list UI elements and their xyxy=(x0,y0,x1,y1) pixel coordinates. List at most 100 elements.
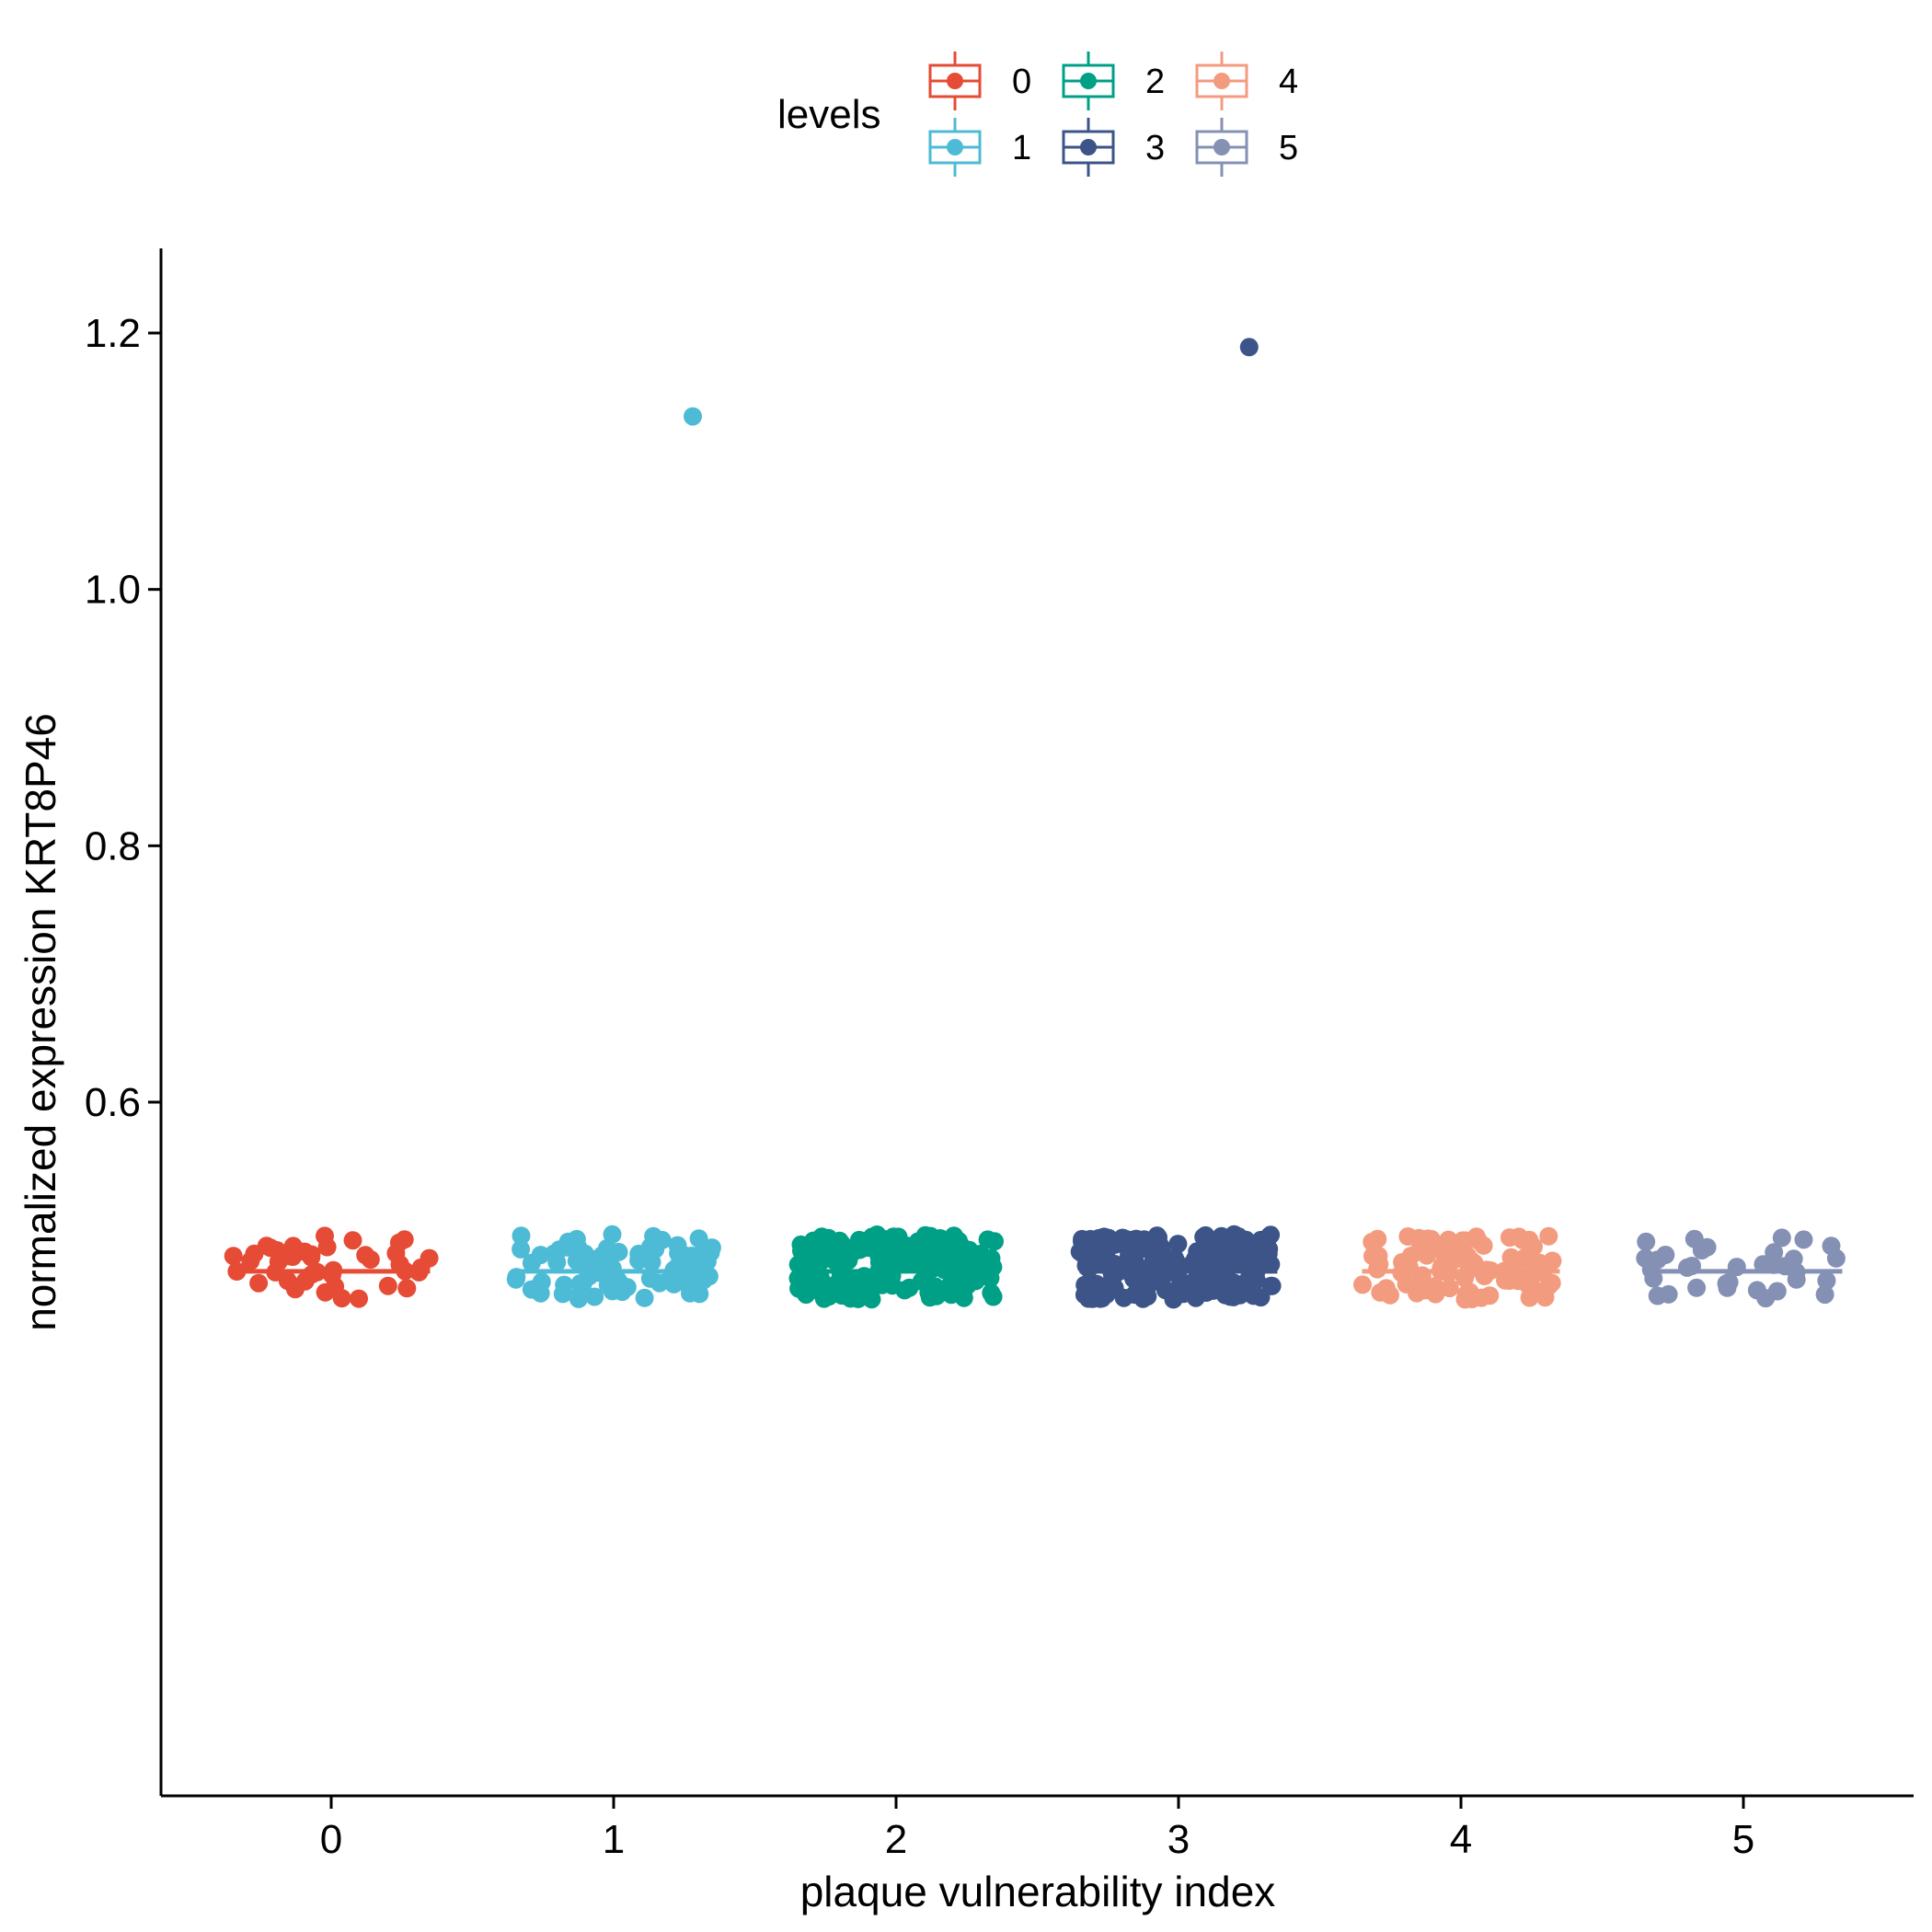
data-point-level-3 xyxy=(1087,1250,1106,1270)
data-point-level-4 xyxy=(1456,1288,1476,1307)
data-point-level-1 xyxy=(522,1253,541,1272)
data-point-level-2 xyxy=(848,1289,868,1308)
data-point-level-3 xyxy=(1165,1249,1184,1269)
legend-dot xyxy=(1080,73,1097,89)
legend-item-level-2: 2 xyxy=(1062,52,1165,110)
legend-item-level-4: 4 xyxy=(1195,52,1298,110)
data-point-level-5 xyxy=(1817,1271,1836,1290)
legend-label: 3 xyxy=(1145,129,1165,167)
data-point-level-3 xyxy=(1168,1235,1188,1254)
legend-item-level-1: 1 xyxy=(928,118,1031,177)
data-point-level-5 xyxy=(1822,1236,1841,1256)
data-point-level-0 xyxy=(395,1230,414,1249)
legend: levels 0 1 2 3 4 5 xyxy=(777,52,1298,177)
data-point-level-4 xyxy=(1368,1229,1387,1248)
data-point-level-1 xyxy=(569,1286,589,1305)
data-point-level-2 xyxy=(951,1246,971,1265)
data-point-level-5 xyxy=(1787,1270,1806,1289)
data-point-level-2 xyxy=(833,1244,852,1263)
data-point-level-3 xyxy=(1077,1282,1097,1302)
data-point-level-4 xyxy=(1376,1279,1396,1298)
data-point-level-0 xyxy=(249,1273,269,1293)
data-point-level-1 xyxy=(643,1239,662,1259)
outlier-point-level-1 xyxy=(684,407,702,426)
data-point-level-4 xyxy=(1524,1280,1543,1299)
data-point-level-1 xyxy=(694,1242,712,1261)
data-point-level-3 xyxy=(1256,1244,1275,1263)
data-point-level-1 xyxy=(597,1238,616,1258)
data-point-level-0 xyxy=(224,1247,243,1266)
data-point-level-3 xyxy=(1225,1241,1244,1260)
data-point-level-5 xyxy=(1678,1258,1696,1277)
data-point-level-1 xyxy=(603,1282,622,1301)
x-tick-label: 0 xyxy=(320,1817,342,1862)
data-point-level-2 xyxy=(792,1241,811,1260)
data-point-level-3 xyxy=(1156,1281,1175,1300)
axes: 0.6 0.8 1.0 1.2 0 1 2 3 4 5 xyxy=(85,248,1914,1862)
data-point-level-0 xyxy=(350,1289,368,1308)
data-point-level-4 xyxy=(1398,1227,1418,1246)
data-point-level-0 xyxy=(302,1265,321,1284)
data-point-level-5 xyxy=(1718,1278,1737,1297)
data-point-level-2 xyxy=(814,1238,834,1258)
data-point-level-0 xyxy=(343,1231,362,1250)
data-point-level-1 xyxy=(675,1269,694,1288)
data-point-level-3 xyxy=(1130,1279,1149,1298)
data-point-level-1 xyxy=(629,1251,649,1270)
data-point-level-4 xyxy=(1370,1255,1389,1274)
data-point-level-2 xyxy=(789,1279,809,1298)
data-point-level-3 xyxy=(1144,1252,1163,1271)
data-point-level-0 xyxy=(281,1247,300,1266)
legend-title: levels xyxy=(777,92,881,137)
y-tick-label: 0.6 xyxy=(85,1080,141,1125)
data-point-level-1 xyxy=(512,1239,531,1259)
data-point-level-1 xyxy=(585,1287,604,1306)
x-tick-label: 5 xyxy=(1732,1817,1754,1862)
data-point-level-3 xyxy=(1125,1253,1144,1271)
data-point-level-0 xyxy=(378,1276,397,1295)
legend-label: 1 xyxy=(1012,129,1031,167)
data-point-level-2 xyxy=(885,1248,904,1268)
data-point-level-2 xyxy=(985,1232,1004,1251)
legend-label: 5 xyxy=(1279,129,1298,167)
data-point-level-2 xyxy=(931,1229,949,1248)
data-point-level-4 xyxy=(1542,1273,1561,1293)
data-point-level-4 xyxy=(1496,1271,1514,1290)
data-point-level-3 xyxy=(1105,1278,1124,1297)
data-point-level-3 xyxy=(1201,1243,1220,1262)
data-point-level-4 xyxy=(1415,1281,1434,1300)
y-tick-label: 0.8 xyxy=(85,823,141,868)
data-point-level-1 xyxy=(550,1240,569,1259)
data-point-level-2 xyxy=(857,1231,877,1250)
data-point-level-4 xyxy=(1422,1236,1442,1256)
data-point-level-4 xyxy=(1500,1228,1519,1248)
data-point-level-3 xyxy=(1259,1226,1279,1246)
data-point-level-5 xyxy=(1794,1230,1813,1249)
legend-label: 2 xyxy=(1145,63,1165,101)
data-point-level-0 xyxy=(317,1237,337,1257)
legend-dot xyxy=(947,73,963,89)
data-point-level-1 xyxy=(567,1251,586,1271)
data-point-level-2 xyxy=(982,1283,1001,1303)
data-point-level-3 xyxy=(1194,1227,1213,1247)
data-point-level-2 xyxy=(889,1227,908,1247)
legend-dot xyxy=(1213,73,1230,89)
data-point-level-0 xyxy=(326,1277,345,1296)
data-point-level-5 xyxy=(1784,1249,1803,1269)
data-point-level-5 xyxy=(1772,1228,1791,1248)
data-point-level-5 xyxy=(1637,1232,1656,1251)
legend-label: 0 xyxy=(1012,63,1031,101)
data-point-level-2 xyxy=(949,1231,969,1250)
data-point-level-0 xyxy=(302,1248,321,1267)
data-point-level-0 xyxy=(390,1255,409,1274)
data-point-level-0 xyxy=(241,1251,260,1271)
data-point-level-5 xyxy=(1815,1285,1834,1305)
data-point-level-1 xyxy=(603,1259,622,1278)
data-point-level-4 xyxy=(1353,1275,1372,1294)
plot-area xyxy=(224,338,1846,1309)
legend-label: 4 xyxy=(1279,63,1298,101)
data-point-level-0 xyxy=(397,1279,417,1298)
data-point-level-2 xyxy=(909,1232,927,1251)
y-axis-title: normalized expression KRT8P46 xyxy=(17,713,64,1331)
